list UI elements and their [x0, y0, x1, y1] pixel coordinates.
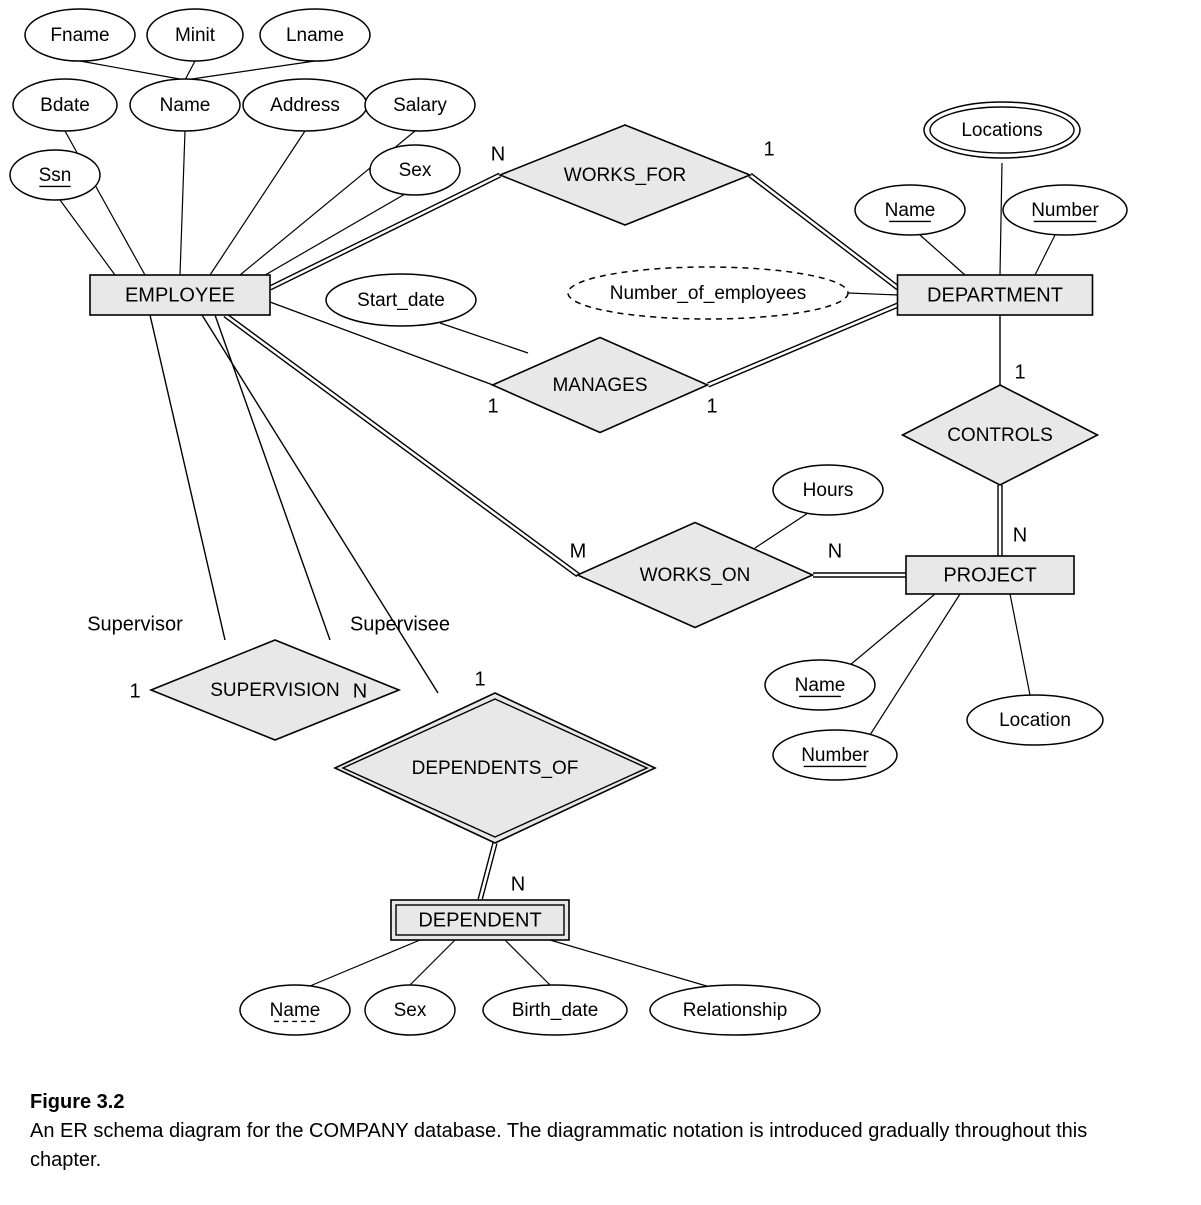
- svg-text:1: 1: [474, 668, 485, 690]
- svg-text:N: N: [828, 540, 842, 562]
- er-diagram: N 1 1 1 1 N M N 1 Supervisor N Supervisee 1 N EMPLOYEE…: [0, 0, 1201, 1070]
- svg-text:Sex: Sex: [394, 1000, 427, 1021]
- svg-text:Sex: Sex: [399, 160, 432, 181]
- svg-text:M: M: [570, 540, 587, 562]
- svg-text:SUPERVISION: SUPERVISION: [210, 680, 340, 701]
- svg-text:Salary: Salary: [393, 95, 447, 116]
- figure-title: Figure 3.2: [30, 1088, 1130, 1117]
- svg-text:Number_of_employees: Number_of_employees: [610, 283, 806, 304]
- svg-text:Number: Number: [1031, 200, 1099, 221]
- svg-text:N: N: [353, 680, 367, 702]
- svg-text:Name: Name: [160, 95, 211, 116]
- svg-text:Number: Number: [801, 745, 869, 766]
- svg-text:N: N: [511, 873, 525, 895]
- svg-text:WORKS_ON: WORKS_ON: [640, 565, 751, 586]
- figure-caption: Figure 3.2 An ER schema diagram for the …: [0, 1070, 1160, 1205]
- svg-text:Fname: Fname: [50, 25, 109, 46]
- svg-text:CONTROLS: CONTROLS: [947, 425, 1053, 446]
- svg-text:Birth_date: Birth_date: [512, 1000, 599, 1021]
- svg-text:DEPENDENTS_OF: DEPENDENTS_OF: [412, 758, 579, 779]
- svg-text:1: 1: [1014, 361, 1025, 383]
- svg-text:Locations: Locations: [961, 120, 1042, 141]
- svg-text:1: 1: [763, 138, 774, 160]
- svg-text:1: 1: [487, 395, 498, 417]
- svg-text:Lname: Lname: [286, 25, 344, 46]
- svg-text:Hours: Hours: [803, 480, 854, 501]
- svg-text:1: 1: [129, 680, 140, 702]
- svg-text:Name: Name: [795, 675, 846, 696]
- svg-text:Start_date: Start_date: [357, 290, 445, 311]
- svg-text:EMPLOYEE: EMPLOYEE: [125, 284, 235, 306]
- svg-text:PROJECT: PROJECT: [943, 564, 1036, 586]
- svg-text:N: N: [1013, 524, 1027, 546]
- svg-text:Ssn: Ssn: [39, 165, 72, 186]
- svg-text:Location: Location: [999, 710, 1071, 731]
- svg-text:Supervisor: Supervisor: [87, 613, 183, 635]
- svg-text:Name: Name: [885, 200, 936, 221]
- svg-text:Minit: Minit: [175, 25, 216, 46]
- svg-text:MANAGES: MANAGES: [552, 375, 647, 396]
- svg-text:WORKS_FOR: WORKS_FOR: [564, 165, 686, 186]
- svg-text:Name: Name: [270, 1000, 321, 1021]
- svg-text:Address: Address: [270, 95, 340, 116]
- svg-text:DEPARTMENT: DEPARTMENT: [927, 284, 1063, 306]
- svg-text:Bdate: Bdate: [40, 95, 90, 116]
- figure-text: An ER schema diagram for the COMPANY dat…: [30, 1120, 1087, 1171]
- svg-text:Supervisee: Supervisee: [350, 613, 450, 635]
- svg-text:1: 1: [706, 395, 717, 417]
- svg-text:Relationship: Relationship: [683, 1000, 788, 1021]
- svg-text:N: N: [491, 143, 505, 165]
- svg-text:DEPENDENT: DEPENDENT: [418, 909, 541, 931]
